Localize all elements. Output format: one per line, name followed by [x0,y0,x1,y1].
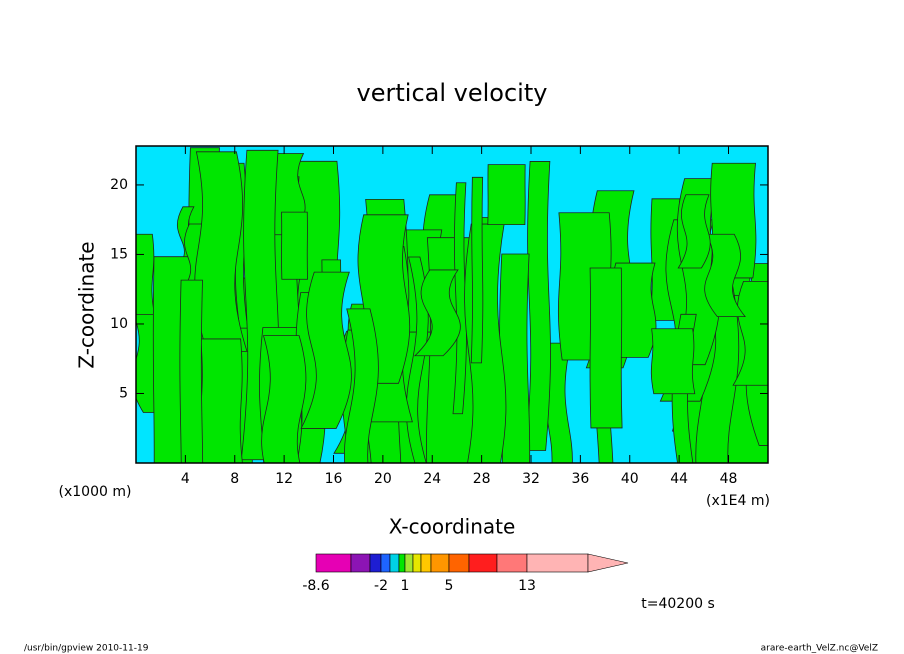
field-region [487,164,526,226]
field-region [452,182,467,415]
time-label: t=40200 s [641,596,715,612]
field-region [589,267,623,429]
y-tick-label: 15 [110,246,128,262]
field-region [179,279,204,463]
colorbar-arrow [587,553,629,573]
colorbar-label: 5 [445,578,454,594]
field-region [470,176,484,364]
colorbar-segment [496,553,528,573]
colorbar-label: 1 [401,578,410,594]
x-tick-label: 32 [522,471,540,487]
colorbar-segment [468,553,498,573]
field-region [704,233,746,318]
colorbar-segment [430,553,450,573]
field-region [194,151,248,352]
colorbar-segment [448,553,470,573]
field-region [199,338,243,463]
colorbar-label: -8.6 [302,578,329,594]
footer-right: arare-earth_VelZ.nc@VelZ [761,644,878,654]
x-tick-label: 44 [670,471,688,487]
colorbar-segment [380,553,391,573]
colorbar-segment [350,553,371,573]
colorbar-segment [389,553,400,573]
x-tick-label: 28 [473,471,491,487]
field-region [405,256,429,463]
field-region [650,328,696,395]
colorbar-segment [526,553,589,573]
x-tick-label: 16 [325,471,343,487]
footer-left: /usr/bin/gpview 2010-11-19 [24,644,149,654]
colorbar-segment [315,553,352,573]
x-tick-label: 20 [374,471,392,487]
x-axis-label: X-coordinate [389,515,516,539]
plot-frame [135,145,769,464]
field-region [413,269,461,357]
field-region [344,308,379,463]
field-region [136,233,156,318]
field-region [677,194,711,269]
colorbar-label: 13 [518,578,536,594]
y-tick-label: 5 [119,385,128,401]
y-tick-label: 20 [110,177,128,193]
colorbar-segment [420,553,432,573]
x-tick-label: 24 [423,471,441,487]
colorbar-segment [398,553,406,573]
contour-field [136,146,768,463]
colorbar: -8.6 -2 1 5 13 [302,553,629,594]
x-scale-label: (x1E4 m) [706,493,770,509]
colorbar-segment [369,553,382,573]
field-region [281,211,308,280]
field-region [525,161,551,451]
colorbar-label: -2 [374,578,388,594]
x-tick-label: 4 [181,471,190,487]
x-tick-label: 8 [230,471,239,487]
x-tick-label: 36 [571,471,589,487]
x-tick-label: 12 [275,471,293,487]
y-axis-label: Z-coordinate [75,241,99,368]
colorbar-segment [412,553,422,573]
chart-title: vertical velocity [357,79,548,107]
x-tick-label: 48 [720,471,738,487]
field-region [300,271,352,429]
x-unit-label: (x1000 m) [59,484,132,500]
field-region [261,335,307,463]
x-tick-label: 40 [621,471,639,487]
colorbar-segment [404,553,414,573]
field-region [732,280,768,386]
y-tick-label: 10 [110,316,128,332]
